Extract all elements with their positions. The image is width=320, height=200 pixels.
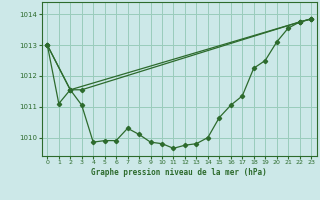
X-axis label: Graphe pression niveau de la mer (hPa): Graphe pression niveau de la mer (hPa) — [91, 168, 267, 177]
